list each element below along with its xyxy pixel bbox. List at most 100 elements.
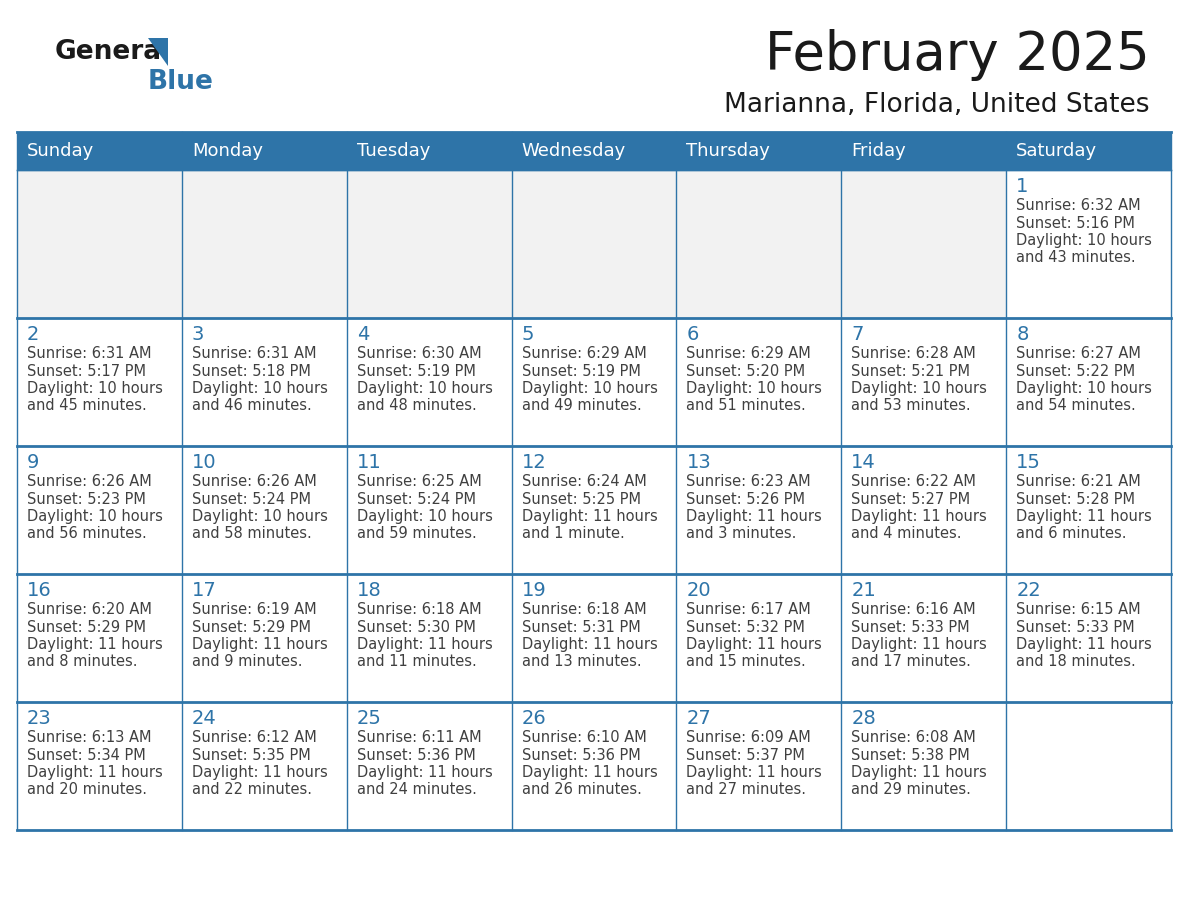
Text: Sunset: 5:24 PM: Sunset: 5:24 PM [191, 491, 311, 507]
Text: Daylight: 10 hours: Daylight: 10 hours [27, 380, 163, 396]
Text: 24: 24 [191, 709, 216, 727]
Text: Sunset: 5:30 PM: Sunset: 5:30 PM [356, 620, 475, 634]
Text: Friday: Friday [852, 142, 906, 160]
Text: and 22 minutes.: and 22 minutes. [191, 781, 312, 797]
Text: Daylight: 11 hours: Daylight: 11 hours [852, 636, 987, 652]
Text: 12: 12 [522, 453, 546, 472]
Text: Sunrise: 6:29 AM: Sunrise: 6:29 AM [522, 346, 646, 362]
Text: Daylight: 10 hours: Daylight: 10 hours [1016, 232, 1152, 248]
Text: Sunrise: 6:10 AM: Sunrise: 6:10 AM [522, 731, 646, 745]
Text: Daylight: 11 hours: Daylight: 11 hours [1016, 509, 1152, 523]
Text: Sunrise: 6:19 AM: Sunrise: 6:19 AM [191, 602, 316, 618]
Bar [182, 170, 347, 318]
Bar [841, 318, 1006, 446]
Text: Daylight: 10 hours: Daylight: 10 hours [687, 380, 822, 396]
Bar [347, 170, 512, 318]
Bar [512, 318, 676, 446]
Text: and 58 minutes.: and 58 minutes. [191, 525, 311, 541]
Text: 3: 3 [191, 324, 204, 343]
Text: Sunset: 5:38 PM: Sunset: 5:38 PM [852, 747, 971, 763]
Text: and 20 minutes.: and 20 minutes. [27, 781, 147, 797]
Text: and 3 minutes.: and 3 minutes. [687, 525, 797, 541]
Text: Sunrise: 6:12 AM: Sunrise: 6:12 AM [191, 731, 317, 745]
Text: 20: 20 [687, 580, 712, 599]
Text: Sunset: 5:20 PM: Sunset: 5:20 PM [687, 364, 805, 378]
Text: and 49 minutes.: and 49 minutes. [522, 397, 642, 412]
Text: Daylight: 11 hours: Daylight: 11 hours [852, 765, 987, 779]
Text: Daylight: 10 hours: Daylight: 10 hours [852, 380, 987, 396]
Text: and 8 minutes.: and 8 minutes. [27, 654, 138, 668]
Text: Saturday: Saturday [1016, 142, 1098, 160]
Text: Tuesday: Tuesday [356, 142, 430, 160]
Text: and 45 minutes.: and 45 minutes. [27, 397, 147, 412]
Text: Sunrise: 6:30 AM: Sunrise: 6:30 AM [356, 346, 481, 362]
Text: and 26 minutes.: and 26 minutes. [522, 781, 642, 797]
Bar [17, 446, 182, 574]
Text: 7: 7 [852, 324, 864, 343]
Text: Sunset: 5:36 PM: Sunset: 5:36 PM [356, 747, 475, 763]
Text: Sunset: 5:34 PM: Sunset: 5:34 PM [27, 747, 146, 763]
Text: Sunset: 5:33 PM: Sunset: 5:33 PM [852, 620, 969, 634]
Text: Daylight: 10 hours: Daylight: 10 hours [27, 509, 163, 523]
Text: Sunset: 5:29 PM: Sunset: 5:29 PM [27, 620, 146, 634]
Text: and 15 minutes.: and 15 minutes. [687, 654, 807, 668]
Bar [676, 446, 841, 574]
Bar [841, 170, 1006, 318]
Bar [1006, 170, 1171, 318]
Text: and 1 minute.: and 1 minute. [522, 525, 625, 541]
Text: and 29 minutes.: and 29 minutes. [852, 781, 971, 797]
Text: Daylight: 11 hours: Daylight: 11 hours [191, 765, 328, 779]
Text: 13: 13 [687, 453, 712, 472]
Text: Sunrise: 6:24 AM: Sunrise: 6:24 AM [522, 475, 646, 489]
Bar [676, 318, 841, 446]
Text: Daylight: 11 hours: Daylight: 11 hours [27, 765, 163, 779]
Text: Daylight: 11 hours: Daylight: 11 hours [356, 636, 493, 652]
Text: 19: 19 [522, 580, 546, 599]
Text: 8: 8 [1016, 324, 1029, 343]
Text: Sunset: 5:29 PM: Sunset: 5:29 PM [191, 620, 311, 634]
Text: 1: 1 [1016, 176, 1029, 196]
Text: Sunset: 5:32 PM: Sunset: 5:32 PM [687, 620, 805, 634]
Text: and 18 minutes.: and 18 minutes. [1016, 654, 1136, 668]
Text: 25: 25 [356, 709, 381, 727]
Text: Sunrise: 6:18 AM: Sunrise: 6:18 AM [356, 602, 481, 618]
Text: Sunset: 5:18 PM: Sunset: 5:18 PM [191, 364, 311, 378]
Text: 4: 4 [356, 324, 369, 343]
Text: Daylight: 11 hours: Daylight: 11 hours [1016, 636, 1152, 652]
Text: Daylight: 10 hours: Daylight: 10 hours [356, 509, 493, 523]
Bar [512, 574, 676, 702]
Bar [17, 318, 182, 446]
Bar [1006, 446, 1171, 574]
Text: 21: 21 [852, 580, 876, 599]
Bar [676, 574, 841, 702]
Bar [182, 702, 347, 830]
Bar [182, 318, 347, 446]
Text: Sunset: 5:17 PM: Sunset: 5:17 PM [27, 364, 146, 378]
Text: Sunday: Sunday [27, 142, 94, 160]
Text: and 9 minutes.: and 9 minutes. [191, 654, 303, 668]
Text: Daylight: 11 hours: Daylight: 11 hours [687, 636, 822, 652]
Text: and 24 minutes.: and 24 minutes. [356, 781, 476, 797]
Text: Sunrise: 6:17 AM: Sunrise: 6:17 AM [687, 602, 811, 618]
Text: Sunrise: 6:22 AM: Sunrise: 6:22 AM [852, 475, 977, 489]
Text: Sunrise: 6:16 AM: Sunrise: 6:16 AM [852, 602, 975, 618]
Text: 18: 18 [356, 580, 381, 599]
Bar [1006, 702, 1171, 830]
Text: Sunrise: 6:26 AM: Sunrise: 6:26 AM [191, 475, 317, 489]
Text: Sunset: 5:28 PM: Sunset: 5:28 PM [1016, 491, 1136, 507]
Text: Daylight: 11 hours: Daylight: 11 hours [687, 765, 822, 779]
Text: Sunrise: 6:20 AM: Sunrise: 6:20 AM [27, 602, 152, 618]
Text: Sunrise: 6:28 AM: Sunrise: 6:28 AM [852, 346, 977, 362]
Text: Daylight: 10 hours: Daylight: 10 hours [191, 380, 328, 396]
Bar [347, 574, 512, 702]
Text: Sunset: 5:37 PM: Sunset: 5:37 PM [687, 747, 805, 763]
Text: Sunrise: 6:29 AM: Sunrise: 6:29 AM [687, 346, 811, 362]
Text: February 2025: February 2025 [765, 29, 1150, 81]
Text: Sunset: 5:31 PM: Sunset: 5:31 PM [522, 620, 640, 634]
Text: Daylight: 11 hours: Daylight: 11 hours [522, 636, 657, 652]
Text: Thursday: Thursday [687, 142, 770, 160]
Text: 17: 17 [191, 580, 216, 599]
Bar [676, 702, 841, 830]
Bar [841, 574, 1006, 702]
Text: Daylight: 11 hours: Daylight: 11 hours [356, 765, 493, 779]
